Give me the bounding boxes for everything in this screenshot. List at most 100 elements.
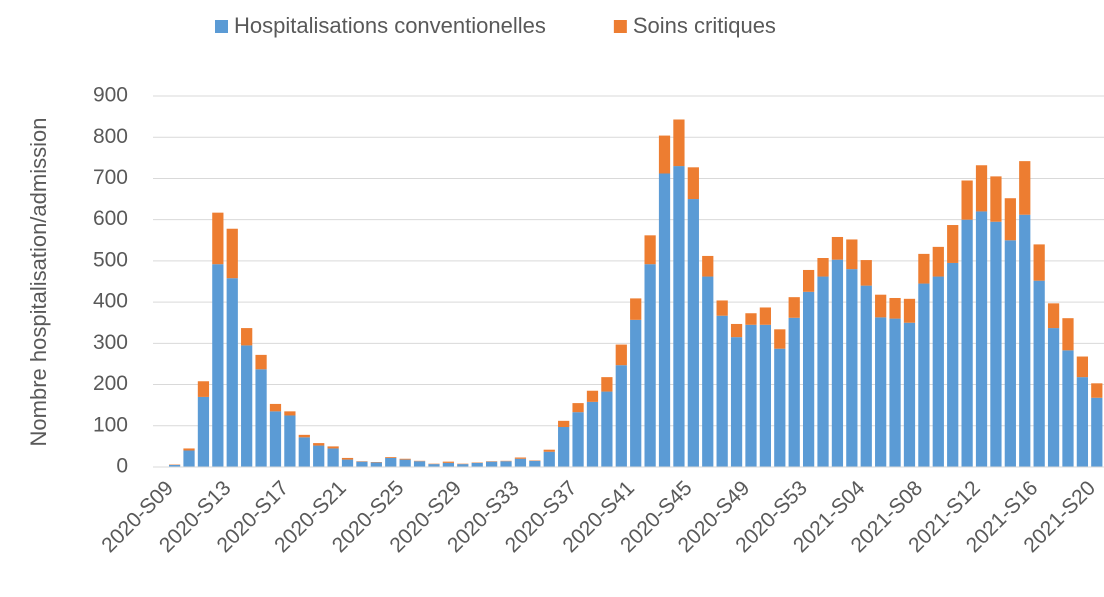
bar-segment <box>255 369 266 467</box>
bar-segment <box>198 381 209 397</box>
bar-segment <box>227 229 238 278</box>
bar-segment <box>616 365 627 467</box>
bar-segment <box>212 264 223 467</box>
bar-segment <box>846 239 857 269</box>
bar-segment <box>947 225 958 263</box>
bar-segment <box>255 355 266 369</box>
bar-segment <box>284 415 295 467</box>
bar-segment <box>673 166 684 467</box>
y-tick-label: 0 <box>116 455 128 478</box>
legend-swatch <box>614 20 627 33</box>
bar-segment <box>241 345 252 467</box>
bar-segment <box>572 403 583 412</box>
bar-segment <box>1019 161 1030 215</box>
bar-segment <box>1005 240 1016 467</box>
bar-segment <box>284 411 295 415</box>
bar-segment <box>486 462 497 467</box>
bar-segment <box>889 319 900 467</box>
y-tick-label: 500 <box>93 248 128 271</box>
bar-segment <box>356 462 367 467</box>
bar-segment <box>630 298 641 319</box>
bar-segment <box>601 377 612 391</box>
y-tick-label: 300 <box>93 331 128 354</box>
y-tick-label: 100 <box>93 413 128 436</box>
bar-segment <box>1005 198 1016 240</box>
y-tick-label: 900 <box>93 84 128 107</box>
bar-segment <box>644 235 655 264</box>
y-axis-title: Nombre hospitalisation/admission <box>26 118 51 447</box>
bar-segment <box>875 317 886 467</box>
bar-segment <box>414 461 425 467</box>
bar-segment <box>889 298 900 319</box>
bar-segment <box>918 254 929 284</box>
bar-segment <box>760 307 771 324</box>
bar-segment <box>1034 281 1045 467</box>
bar-segment <box>313 443 324 445</box>
bar-segment <box>832 260 843 467</box>
bar-segment <box>918 284 929 467</box>
bar-segment <box>688 199 699 467</box>
bar-segment <box>299 435 310 437</box>
bar-segment <box>443 463 454 467</box>
bar-segment <box>572 412 583 467</box>
bar-segment <box>1062 350 1073 467</box>
bar-segment <box>659 136 670 174</box>
bar-segment <box>1091 398 1102 467</box>
bar-segment <box>745 325 756 467</box>
bar-segment <box>515 459 526 467</box>
bar-segment <box>587 391 598 402</box>
bar-segment <box>731 337 742 467</box>
legend-label: Hospitalisations conventionelles <box>234 13 546 38</box>
bar-segment <box>342 460 353 467</box>
bar-segment <box>515 458 526 459</box>
bar-segment <box>1048 328 1059 467</box>
bar-segment <box>544 452 555 467</box>
bar-segment <box>990 222 1001 467</box>
bar-segment <box>904 323 915 467</box>
bar-segment <box>875 295 886 318</box>
bar-segment <box>702 277 713 467</box>
bar-segment <box>342 458 353 460</box>
bar-segment <box>198 397 209 467</box>
bar-segment <box>183 451 194 467</box>
y-tick-label: 700 <box>93 166 128 189</box>
bar-segment <box>400 459 411 460</box>
bar-segment <box>270 411 281 467</box>
bar-segment <box>327 446 338 448</box>
bar-segment <box>1034 244 1045 280</box>
y-tick-label: 400 <box>93 290 128 313</box>
bar-segment <box>990 176 1001 221</box>
bar-segment <box>832 237 843 260</box>
bar-segment <box>1062 318 1073 350</box>
bar-segment <box>558 427 569 467</box>
bar-segment <box>400 460 411 467</box>
bar-segment <box>659 173 670 467</box>
bar-segment <box>673 119 684 166</box>
bar-segment <box>717 316 728 467</box>
bar-segment <box>544 450 555 452</box>
bar-segment <box>1091 383 1102 397</box>
bar-segment <box>270 404 281 411</box>
bar-segment <box>731 324 742 337</box>
y-tick-label: 800 <box>93 125 128 148</box>
bar-segment <box>789 297 800 318</box>
y-tick-label: 600 <box>93 207 128 230</box>
bar-segment <box>385 457 396 458</box>
bar-segment <box>846 269 857 467</box>
bar-segment <box>976 165 987 211</box>
bar-segment <box>702 256 713 277</box>
bar-segment <box>861 260 872 286</box>
bar-segment <box>947 263 958 467</box>
bar-segment <box>212 213 223 265</box>
bar-segment <box>630 320 641 467</box>
bar-segment <box>529 461 540 467</box>
bar-segment <box>904 299 915 323</box>
bar-segment <box>299 437 310 467</box>
bar-segment <box>227 278 238 467</box>
bar-segment <box>644 264 655 467</box>
bar-segment <box>789 318 800 467</box>
bar-segment <box>933 247 944 277</box>
bar-segment <box>371 462 382 467</box>
bar-segment <box>774 349 785 467</box>
